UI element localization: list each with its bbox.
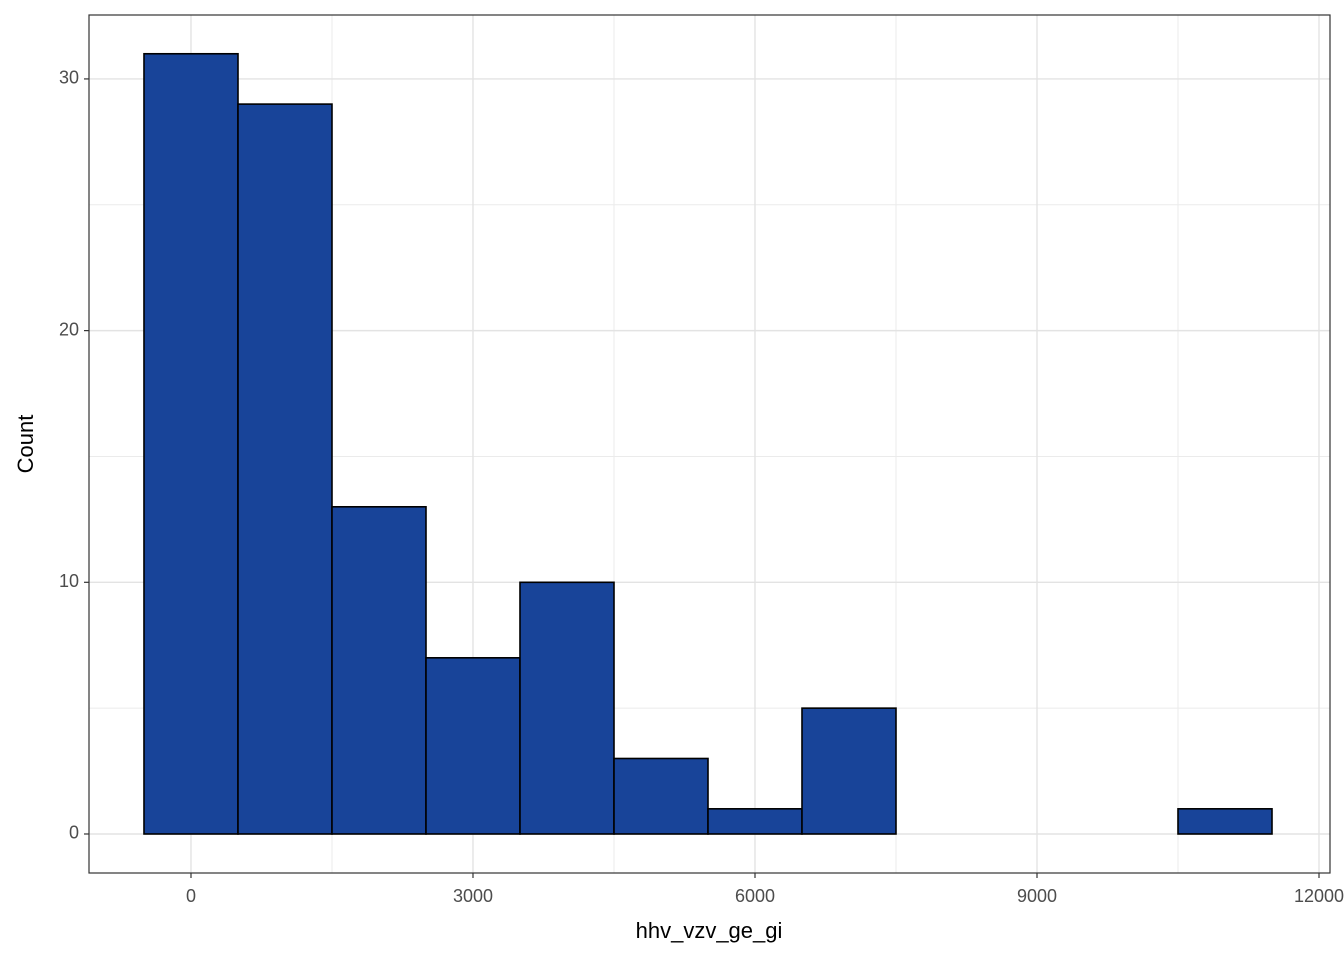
- x-tick-label: 9000: [1017, 886, 1057, 906]
- y-axis-title: Count: [13, 415, 38, 474]
- x-tick-label: 0: [186, 886, 196, 906]
- bar: [1177, 808, 1273, 835]
- x-tick-label: 6000: [735, 886, 775, 906]
- x-axis-title: hhv_vzv_ge_gi: [636, 918, 783, 943]
- x-tick-label: 3000: [453, 886, 493, 906]
- bar: [237, 103, 333, 835]
- y-tick-label: 20: [59, 319, 79, 339]
- y-tick-label: 0: [69, 823, 79, 843]
- bar: [801, 707, 897, 835]
- bar: [425, 657, 521, 835]
- y-tick-label: 30: [59, 68, 79, 88]
- bar: [331, 505, 427, 835]
- bars: [143, 52, 1273, 835]
- bar: [519, 581, 615, 835]
- y-tick-label: 10: [59, 571, 79, 591]
- bar: [707, 808, 803, 835]
- bar: [613, 757, 709, 835]
- panel-border: [88, 14, 1331, 874]
- x-tick-label: 12000: [1294, 886, 1344, 906]
- bar: [143, 52, 239, 835]
- axes: 0 10 20 30 0 3000 6000 9000 12000: [59, 68, 1344, 906]
